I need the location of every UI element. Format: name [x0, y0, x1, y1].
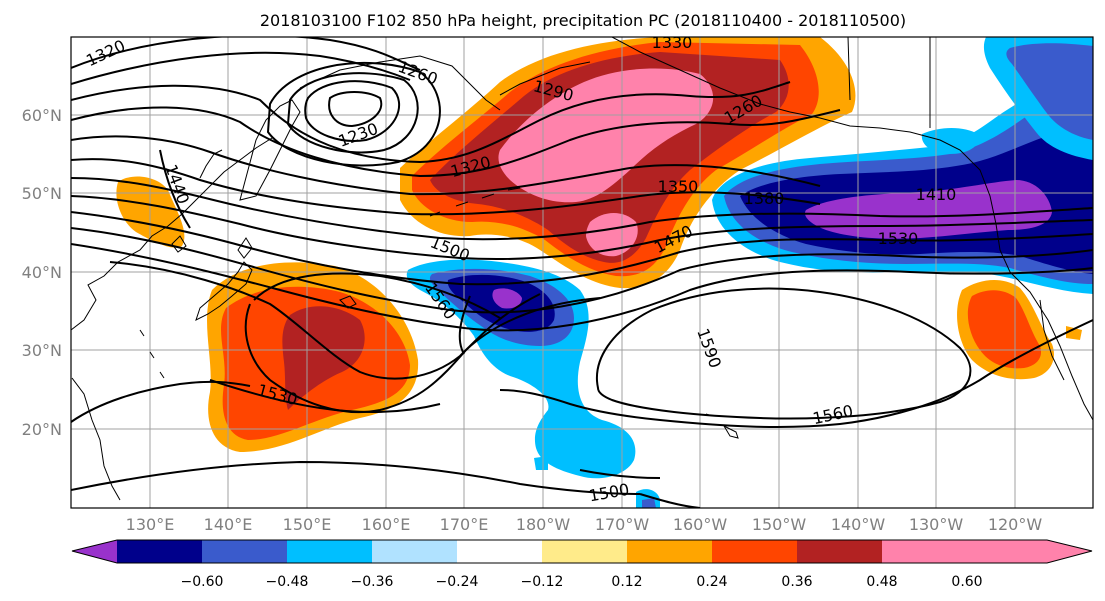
colorbar-swatch [797, 540, 882, 563]
lat-label: 40°N [22, 263, 62, 282]
colorbar-swatch [287, 540, 372, 563]
lat-label: 30°N [22, 341, 62, 360]
colorbar-swatch [542, 540, 627, 563]
lon-label: 150°W [752, 515, 807, 534]
pos-bering-pink1 [498, 68, 714, 203]
colorbar-outline [71, 539, 1093, 564]
lat-label: 50°N [22, 184, 62, 203]
colorbar-tick-label: −0.24 [436, 574, 479, 590]
colorbar-tick-label: 0.60 [951, 574, 982, 590]
lon-axis: 130°E 140°E 150°E 160°E 170°E 180°W 170°… [126, 515, 1043, 534]
lon-label: 160°W [673, 515, 728, 534]
pos-calif-coast [1066, 326, 1082, 340]
lon-label: 170°E [440, 515, 489, 534]
neg-small-3 [642, 498, 656, 508]
neg-central-purple [492, 288, 522, 309]
map-panel: 1320 1260 1230 1440 1330 1290 1260 1320 … [70, 33, 1094, 509]
lon-label: 130°W [909, 515, 964, 534]
lon-label: 160°E [362, 515, 411, 534]
map-frame [70, 36, 1094, 509]
neg-ne-blue [1006, 43, 1093, 140]
colorbar-tick-label: 0.24 [696, 574, 727, 590]
lon-label: 180°W [516, 515, 571, 534]
colorbar-tick-label: −0.60 [181, 574, 224, 590]
neg-small-1 [534, 456, 548, 470]
contour-label-1330: 1330 [652, 33, 693, 52]
lon-label: 140°E [204, 515, 253, 534]
lon-label: 130°E [126, 515, 175, 534]
colorbar-tick-label: 0.36 [781, 574, 812, 590]
height-contours [71, 37, 1093, 508]
colorbar: −0.60 −0.48 −0.36 −0.24 −0.12 0.12 0.24 … [71, 539, 1093, 590]
colorbar-tick-label: −0.36 [351, 574, 394, 590]
lon-label: 140°W [831, 515, 886, 534]
lon-label: 170°W [595, 515, 650, 534]
lon-label: 150°E [283, 515, 332, 534]
colorbar-tick-label: 0.12 [611, 574, 642, 590]
contour-label-1350: 1350 [658, 177, 699, 196]
lon-label: 120°W [988, 515, 1043, 534]
colorbar-extend-max [882, 540, 1092, 563]
colorbar-tick-label: 0.48 [866, 574, 897, 590]
colorbar-swatch [457, 540, 542, 563]
pos-japan-core [282, 306, 365, 410]
lat-label: 20°N [22, 420, 62, 439]
contour-label-1530a: 1530 [878, 229, 919, 248]
lat-axis: 60°N 50°N 40°N 30°N 20°N [22, 106, 62, 439]
pos-calif-mid [967, 290, 1042, 369]
colorbar-swatch [117, 540, 202, 563]
contour-label-1380: 1380 [744, 189, 785, 208]
pos-bering-pink2 [586, 213, 638, 257]
lat-label: 60°N [22, 106, 62, 125]
contour-label-1410: 1410 [916, 185, 957, 204]
map-title: 2018103100 F102 850 hPa height, precipit… [260, 11, 906, 30]
colorbar-extend-min [72, 540, 117, 563]
colorbar-swatch [372, 540, 457, 563]
colorbar-swatch [627, 540, 712, 563]
colorbar-tick-label: −0.12 [521, 574, 564, 590]
colorbar-swatch [712, 540, 797, 563]
colorbar-tick-label: −0.48 [266, 574, 309, 590]
colorbar-swatch [202, 540, 287, 563]
